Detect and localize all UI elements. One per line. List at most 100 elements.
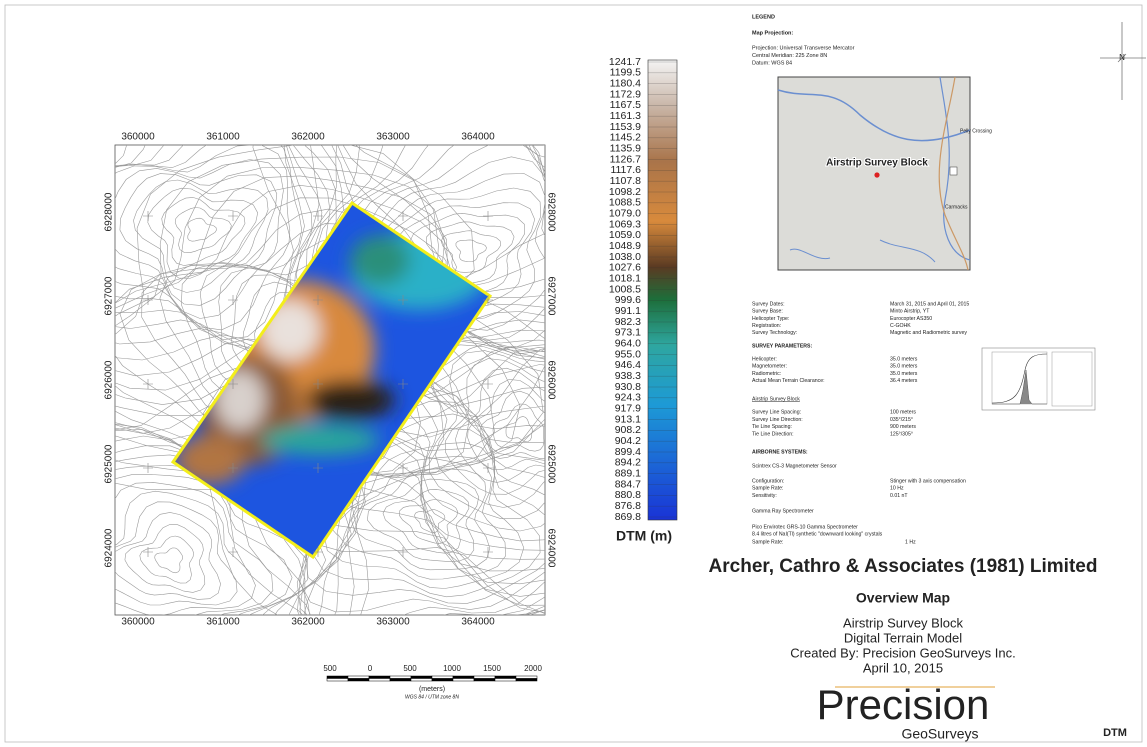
title-line: Created By: Precision GeoSurveys Inc. — [790, 645, 1015, 660]
logo-main: Precision — [817, 681, 990, 728]
scale-segment — [348, 676, 369, 679]
info-key: Survey Line Spacing: — [752, 409, 801, 415]
info-line: 8.4 litres of NaI(Tl) synthetic "downwar… — [752, 532, 883, 538]
section-heading: Airstrip Survey Block — [752, 396, 800, 402]
scale-segment — [432, 679, 453, 682]
y-coord-label: 6924000 — [104, 528, 115, 567]
x-coord-label: 364000 — [461, 132, 495, 143]
scale-segment — [369, 676, 390, 679]
title-line: April 10, 2015 — [863, 660, 943, 675]
info-value: Magnetic and Radiometric survey — [890, 330, 967, 336]
legend-title: LEGEND — [752, 14, 775, 20]
y-coord-label: 6925000 — [104, 444, 115, 483]
sheet-label: DTM — [1103, 727, 1127, 739]
scale-label: 2000 — [524, 664, 542, 673]
x-coord-label: 361000 — [206, 132, 240, 143]
y-coord-label: 6927000 — [104, 276, 115, 315]
info-key: Actual Mean Terrain Clearance: — [752, 378, 825, 384]
info-value: 900 meters — [890, 424, 916, 430]
info-value: 1 Hz — [905, 539, 916, 545]
company-title: Archer, Cathro & Associates (1981) Limit… — [709, 556, 1098, 577]
info-value: 35.0 meters — [890, 364, 918, 370]
scale-segment — [453, 679, 474, 682]
legend-heading: Map Projection: — [752, 30, 793, 36]
north-label: N — [1119, 53, 1125, 62]
scale-segment — [516, 676, 537, 679]
title-line: Digital Terrain Model — [844, 630, 962, 645]
histogram-inset — [982, 348, 1095, 410]
info-key: Survey Line Direction: — [752, 417, 803, 423]
scale-segment — [495, 676, 516, 679]
x-coord-label: 363000 — [376, 132, 410, 143]
scale-label: 1500 — [483, 664, 501, 673]
scale-segment — [432, 676, 453, 679]
x-coord-label: 362000 — [291, 617, 325, 628]
info-key: Sample Rate: — [752, 486, 783, 492]
x-coord-label: 361000 — [206, 617, 240, 628]
section-heading: AIRBORNE SYSTEMS: — [752, 449, 808, 455]
scale-segment — [453, 676, 474, 679]
info-key: Registration: — [752, 323, 781, 329]
colorbar-label: 869.8 — [615, 511, 641, 523]
legend-line: Central Meridian: 225 Zone 8N — [752, 53, 827, 59]
inset-label: Airstrip Survey Block — [826, 158, 928, 169]
info-key: Helicopter Type: — [752, 316, 789, 322]
y-coord-label: 6928000 — [104, 192, 115, 231]
scale-label: 0 — [368, 664, 373, 673]
info-value: 100 meters — [890, 409, 916, 415]
info-value: 10 Hz — [890, 486, 904, 492]
section-heading: SURVEY PARAMETERS: — [752, 343, 813, 349]
info-key: Radiometric: — [752, 371, 781, 377]
scale-segment — [327, 676, 348, 679]
scale-segment — [411, 676, 432, 679]
info-value: Eurocopter AS350 — [890, 316, 932, 322]
scale-segment — [474, 679, 495, 682]
map-heading: Overview Map — [856, 590, 950, 606]
title-line: Airstrip Survey Block — [843, 615, 963, 630]
info-line: Pico Envirotec GRS-10 Gamma Spectrometer — [752, 524, 858, 530]
legend-line: Projection: Universal Transverse Mercato… — [752, 45, 855, 51]
map-sheet: 360000 360000 361000 361000 362000 362000 3630… — [0, 0, 1147, 747]
y-coord-label: 6928000 — [545, 193, 556, 232]
info-key: Tie Line Direction: — [752, 432, 794, 438]
info-key: Sensitivity: — [752, 493, 777, 499]
y-coord-label: 6926000 — [104, 360, 115, 399]
colorbar-title: DTM (m) — [616, 528, 672, 544]
y-coord-label: 6926000 — [545, 361, 556, 400]
scale-segment — [411, 679, 432, 682]
x-coord-label: 360000 — [121, 132, 155, 143]
scale-label: 1000 — [443, 664, 461, 673]
info-value: March 31, 2015 and April 01, 2015 — [890, 301, 969, 307]
info-value: 035°/215° — [890, 417, 913, 423]
info-key: Sample Rate: — [752, 539, 783, 545]
info-key: Magnetometer: — [752, 364, 787, 370]
x-coord-label: 360000 — [121, 617, 155, 628]
y-coord-label: 6924000 — [545, 529, 556, 568]
inset-town: Pelly Crossing — [960, 128, 992, 134]
x-coord-label: 363000 — [376, 617, 410, 628]
info-value: 35.0 meters — [890, 371, 918, 377]
info-value: Stinger with 3 axis compensation — [890, 478, 966, 484]
info-value: C-GOHK — [890, 323, 911, 329]
scale-bar — [327, 676, 537, 681]
info-key: Helicopter: — [752, 356, 777, 362]
scale-label: 500 — [323, 664, 337, 673]
scale-segment — [327, 679, 348, 682]
logo-sub: GeoSurveys — [901, 726, 978, 742]
info-key: Survey Dates: — [752, 301, 785, 307]
info-key: Tie Line Spacing: — [752, 424, 792, 430]
info-value: 35.0 meters — [890, 356, 918, 362]
scale-segment — [495, 679, 516, 682]
info-value: 0.01 nT — [890, 493, 908, 499]
scale-segment — [390, 676, 411, 679]
scale-label: 500 — [403, 664, 417, 673]
scale-projection: WGS 84 / UTM zone 8N — [405, 694, 459, 700]
x-coord-label: 362000 — [291, 132, 325, 143]
scale-segment — [369, 679, 390, 682]
info-value: 125°/305° — [890, 432, 913, 438]
info-line: Scintrex CS-3 Magnetometer Sensor — [752, 463, 837, 469]
scale-segment — [390, 679, 411, 682]
info-key: Configuration: — [752, 478, 784, 484]
scale-segment — [348, 679, 369, 682]
y-coord-label: 6927000 — [545, 277, 556, 316]
